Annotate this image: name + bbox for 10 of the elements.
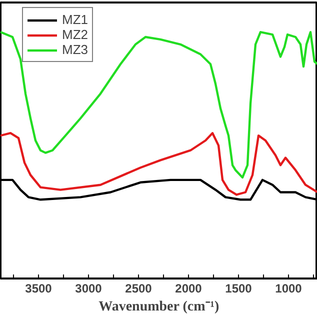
- x-tick-label: 2500: [125, 282, 152, 296]
- x-tick-label: 1000: [275, 282, 302, 296]
- legend-label: MZ1: [62, 12, 88, 27]
- legend-label: MZ2: [62, 27, 88, 42]
- x-tick-label: 3500: [25, 282, 52, 296]
- x-tick-label: 1500: [225, 282, 252, 296]
- x-tick-label: 3000: [75, 282, 102, 296]
- legend-label: MZ3: [62, 42, 88, 57]
- x-axis-title: Wavenumber (cm⁻¹): [98, 300, 220, 314]
- x-tick-label: 2000: [175, 282, 202, 296]
